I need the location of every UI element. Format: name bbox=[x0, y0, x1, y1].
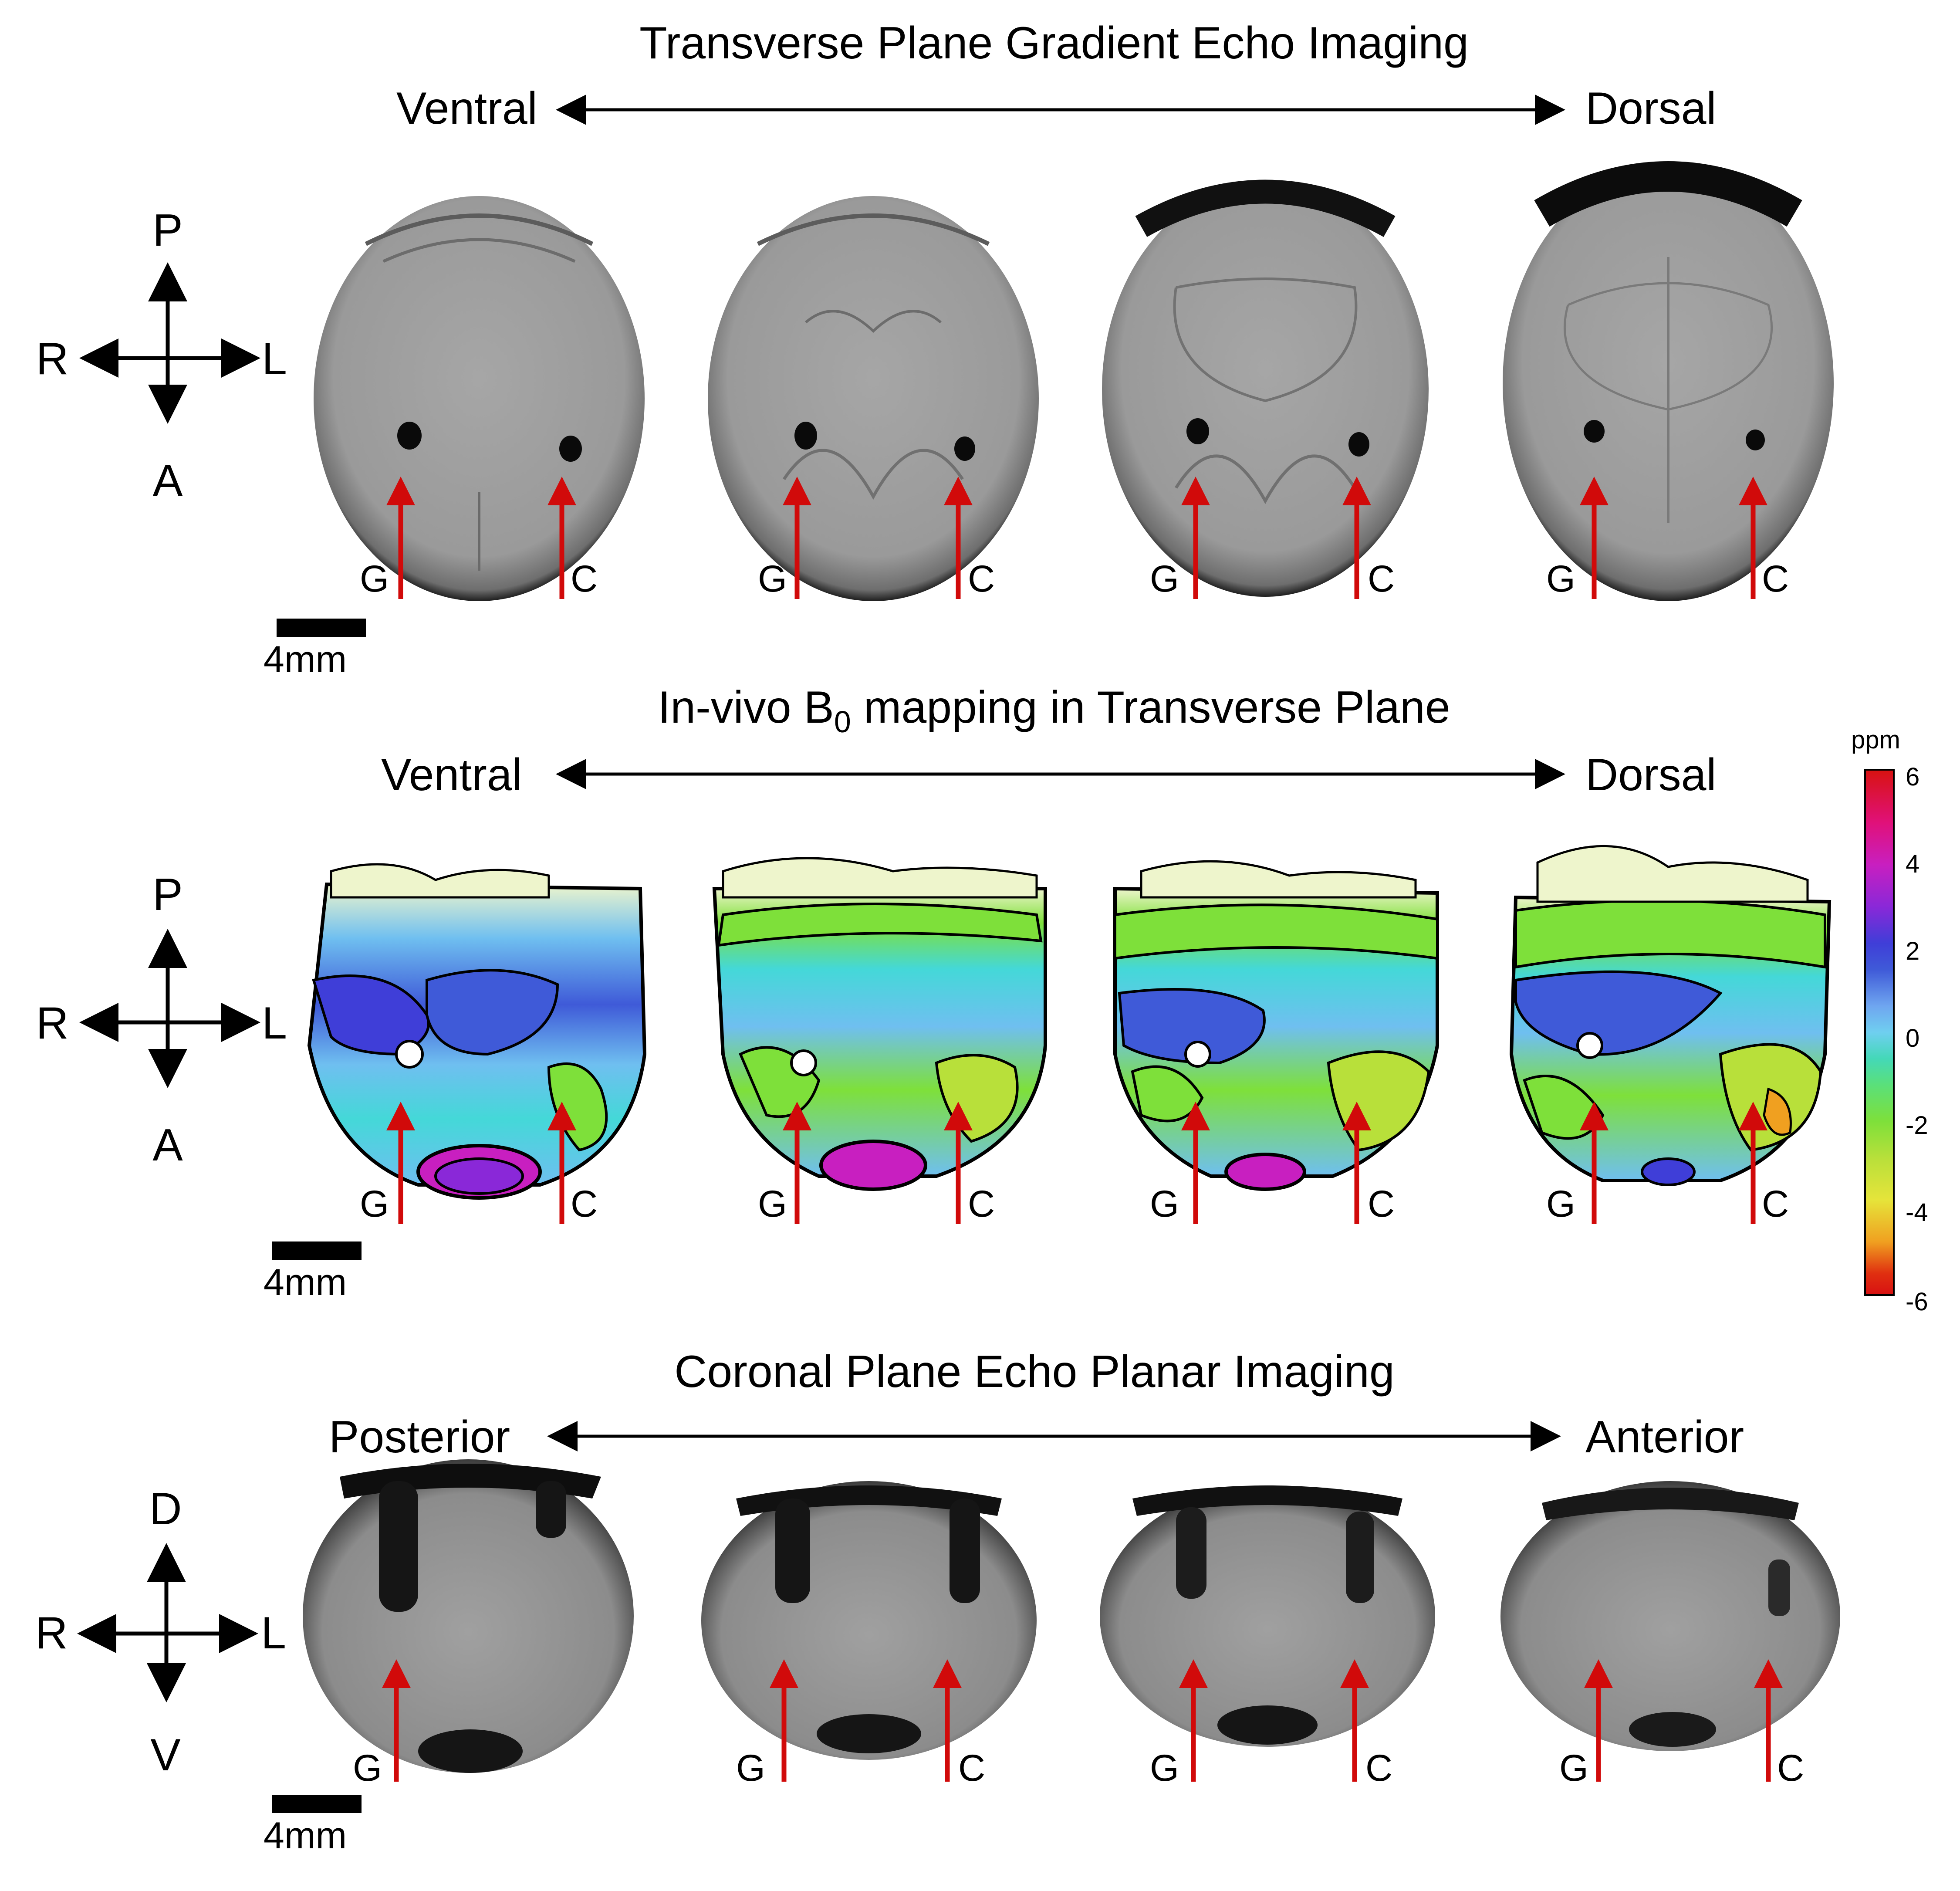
panel3-img4-c-label: C bbox=[1777, 1747, 1805, 1789]
panel1-img2-c-label: C bbox=[968, 558, 995, 600]
red-arrows bbox=[382, 477, 1783, 1782]
panel2-scale-bar bbox=[272, 1241, 362, 1260]
panel3-orientation-cross bbox=[77, 1543, 258, 1702]
panel3-orient-right: L bbox=[261, 1608, 286, 1658]
colorbar-tick-neg4: -4 bbox=[1906, 1198, 1928, 1227]
panel3-img3-g-label: G bbox=[1150, 1747, 1179, 1789]
panel2-map-2 bbox=[712, 857, 1047, 1191]
panel2-orient-left: R bbox=[36, 998, 69, 1049]
panel2-img3-c-label: C bbox=[1368, 1183, 1395, 1225]
panel3-image-4 bbox=[1500, 1481, 1840, 1751]
panel2-orient-top: P bbox=[152, 869, 183, 920]
panel2-map-4 bbox=[1509, 845, 1832, 1186]
panel2-title-prefix: In-vivo B bbox=[658, 682, 834, 733]
panel3-orient-bottom: V bbox=[150, 1730, 181, 1780]
panel1-img3-g-label: G bbox=[1150, 558, 1179, 600]
panel1-title: Transverse Plane Gradient Echo Imaging bbox=[639, 18, 1469, 68]
panel3-title: Coronal Plane Echo Planar Imaging bbox=[674, 1346, 1395, 1397]
panel2-title-suffix: mapping in Transverse Plane bbox=[851, 682, 1450, 733]
colorbar-tick-4: 4 bbox=[1906, 850, 1920, 878]
panel3-image-1 bbox=[303, 1459, 634, 1773]
colorbar-unit: ppm bbox=[1851, 726, 1900, 754]
panel3-img3-c-label: C bbox=[1365, 1747, 1393, 1789]
colorbar-tick-0: 0 bbox=[1906, 1024, 1920, 1052]
panel1-orient-left: R bbox=[36, 334, 69, 384]
panel2-orientation-cross bbox=[79, 929, 260, 1088]
panel2-img4-c-label: C bbox=[1762, 1183, 1789, 1225]
panel2-img4-g-label: G bbox=[1546, 1183, 1575, 1225]
colorbar-tick-neg2: -2 bbox=[1906, 1111, 1928, 1140]
panel3-orient-left: R bbox=[35, 1608, 68, 1658]
panel1-image-4 bbox=[1503, 161, 1834, 601]
panel3-orient-top: D bbox=[149, 1484, 182, 1534]
panel3-image-2 bbox=[701, 1481, 1037, 1760]
panel3-scale-label: 4mm bbox=[264, 1815, 347, 1857]
panel2-direction-right: Dorsal bbox=[1585, 750, 1717, 800]
panel2-img1-c-label: C bbox=[571, 1183, 598, 1225]
panel1-image-1 bbox=[314, 196, 645, 601]
panel2-img3-g-label: G bbox=[1150, 1183, 1179, 1225]
panel1-image-3 bbox=[1102, 179, 1429, 597]
panel3-image-3 bbox=[1100, 1485, 1435, 1747]
panel1-orient-bottom: A bbox=[152, 456, 183, 506]
panel2-img1-g-label: G bbox=[360, 1183, 389, 1225]
panel1-img1-c-label: C bbox=[571, 558, 598, 600]
panel2-orient-right: L bbox=[262, 998, 287, 1049]
panel1-img4-c-label: C bbox=[1762, 558, 1789, 600]
panel2-img2-g-label: G bbox=[758, 1183, 787, 1225]
panel2-title-subscript: 0 bbox=[834, 704, 851, 739]
colorbar-tick-neg6: -6 bbox=[1906, 1288, 1928, 1316]
panel3-img1-g-label: G bbox=[353, 1747, 382, 1789]
panel2-orient-bottom: A bbox=[152, 1120, 183, 1170]
panel1-image-2 bbox=[708, 196, 1039, 601]
panel1-scale-bar bbox=[277, 619, 366, 637]
panel2-title: In-vivo B0 mapping in Transverse Plane bbox=[658, 682, 1450, 739]
panel1-scale-label: 4mm bbox=[264, 639, 347, 680]
panel3-direction-left: Posterior bbox=[329, 1412, 510, 1462]
panel2-map-1 bbox=[307, 863, 647, 1200]
panel2-map-3 bbox=[1113, 860, 1439, 1191]
panel2-img2-c-label: C bbox=[968, 1183, 995, 1225]
panel1-img3-c-label: C bbox=[1368, 558, 1395, 600]
panel3-scale-bar bbox=[272, 1795, 362, 1813]
panel1-orientation-cross bbox=[79, 262, 260, 424]
panel1-img2-g-label: G bbox=[758, 558, 787, 600]
panel1-img4-g-label: G bbox=[1546, 558, 1575, 600]
panel3-direction-right: Anterior bbox=[1585, 1412, 1744, 1462]
panel1-direction-left: Ventral bbox=[396, 83, 537, 134]
colorbar-tick-2: 2 bbox=[1906, 937, 1920, 965]
panel1-orient-right: L bbox=[262, 334, 287, 384]
colorbar-tick-6: 6 bbox=[1906, 763, 1920, 791]
panel1-direction-right: Dorsal bbox=[1585, 83, 1717, 134]
panel1-img1-g-label: G bbox=[360, 558, 389, 600]
panel2-scale-label: 4mm bbox=[264, 1262, 347, 1303]
panel3-img4-g-label: G bbox=[1559, 1747, 1588, 1789]
colorbar-gradient bbox=[1864, 769, 1895, 1296]
panel3-img2-g-label: G bbox=[736, 1747, 765, 1789]
panel2-direction-left: Ventral bbox=[381, 750, 522, 800]
panel3-img2-c-label: C bbox=[958, 1747, 986, 1789]
panel1-orient-top: P bbox=[152, 205, 183, 256]
